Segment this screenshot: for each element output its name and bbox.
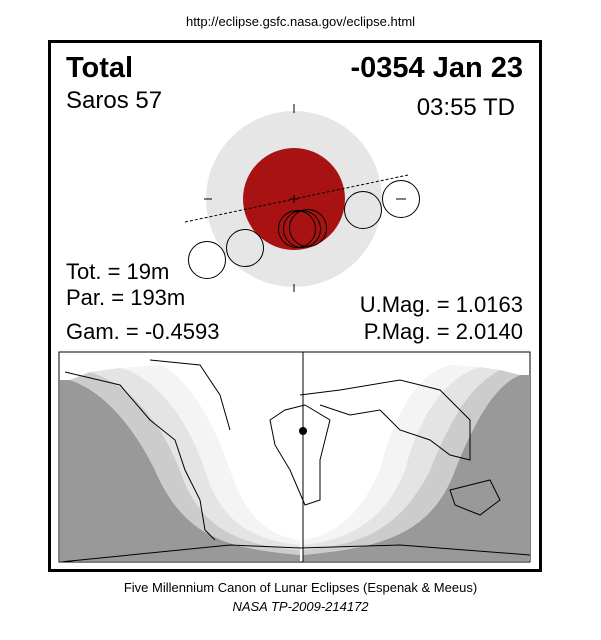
moon-p1 <box>188 241 226 279</box>
moon-u3 <box>289 209 327 247</box>
umbral-magnitude: U.Mag. = 1.0163 <box>359 292 523 317</box>
moon-u1 <box>226 229 264 267</box>
axis-ticks <box>204 104 406 292</box>
footer-citation: Five Millennium Canon of Lunar Eclipses … <box>123 580 478 595</box>
eclipse-panel <box>48 40 542 572</box>
penumbral-magnitude: P.Mag. = 2.0140 <box>363 319 523 344</box>
moon-u2 <box>278 210 316 248</box>
moon-p4 <box>382 180 420 218</box>
eclipse-type: Total <box>66 52 134 84</box>
footer-publication: NASA TP-2009-214172 <box>232 599 369 614</box>
night-east <box>303 375 530 561</box>
gamma: Gam. = -0.4593 <box>66 319 220 344</box>
header-url[interactable]: http://eclipse.gsfc.nasa.gov/eclipse.htm… <box>185 14 416 29</box>
greatest-eclipse-point <box>299 427 307 435</box>
partial-duration: Par. = 193m <box>66 285 186 310</box>
moon-u4 <box>344 191 382 229</box>
total-west <box>120 365 300 545</box>
saros-number: Saros 57 <box>66 87 163 114</box>
partial-east <box>303 367 500 550</box>
eclipse-date: -0354 Jan 23 <box>350 52 523 84</box>
world-map <box>58 351 531 563</box>
totality-duration: Tot. = 19m <box>66 259 170 284</box>
moon-path <box>184 174 409 223</box>
coastlines <box>59 359 531 563</box>
night-west <box>60 380 300 561</box>
partial-west <box>90 368 300 550</box>
total-east <box>303 365 480 545</box>
penumbral-west <box>70 372 300 555</box>
eclipse-time: 03:55 TD <box>416 94 515 121</box>
